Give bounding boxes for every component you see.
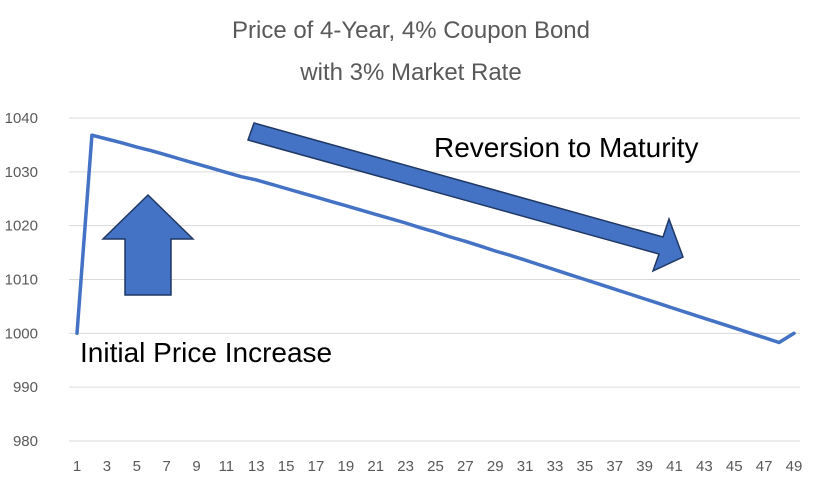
x-tick-label: 23 bbox=[397, 458, 414, 475]
x-tick-label: 43 bbox=[696, 458, 713, 475]
x-tick-label: 25 bbox=[427, 458, 444, 475]
grid-layer bbox=[69, 117, 800, 442]
x-tick-label: 17 bbox=[308, 458, 325, 475]
x-tick-label: 27 bbox=[457, 458, 474, 475]
x-tick-label: 37 bbox=[606, 458, 623, 475]
series-layer bbox=[75, 133, 796, 345]
series-line-0 bbox=[75, 133, 796, 345]
x-tick-label: 3 bbox=[103, 458, 111, 475]
x-tick-label: 31 bbox=[517, 458, 534, 475]
y-axis-ticks: 980 990 1000 1010 1020 1030 1040 bbox=[5, 110, 38, 450]
y-tick-label: 1000 bbox=[5, 325, 38, 342]
up-arrow-shape bbox=[101, 193, 195, 296]
x-tick-label: 19 bbox=[338, 458, 355, 475]
x-tick-label: 41 bbox=[666, 458, 683, 475]
x-tick-label: 35 bbox=[577, 458, 594, 475]
y-tick-label: 1020 bbox=[5, 218, 38, 235]
y-tick-label: 1030 bbox=[5, 164, 38, 181]
x-tick-label: 1 bbox=[73, 458, 81, 475]
chart-title-line-2: with 3% Market Rate bbox=[299, 59, 521, 86]
x-tick-label: 29 bbox=[487, 458, 504, 475]
x-tick-label: 47 bbox=[756, 458, 773, 475]
x-tick-label: 11 bbox=[219, 458, 235, 475]
x-tick-label: 21 bbox=[367, 458, 384, 475]
x-tick-label: 33 bbox=[547, 458, 564, 475]
y-tick-label: 980 bbox=[13, 433, 38, 450]
y-tick-label: 1010 bbox=[5, 272, 38, 289]
x-axis-ticks: 1 3 5 7 9 11 13 15 17 19 21 23 25 27 29 31 33 35 37 39 41 43 4… bbox=[73, 458, 803, 475]
annotation-reversion-to-maturity: Reversion to Maturity bbox=[434, 132, 699, 163]
x-tick-label: 45 bbox=[726, 458, 743, 475]
annotation-initial-price-increase: Initial Price Increase bbox=[80, 337, 332, 368]
x-tick-label: 49 bbox=[786, 458, 803, 475]
x-tick-label: 7 bbox=[162, 458, 170, 475]
x-tick-label: 15 bbox=[278, 458, 295, 475]
x-tick-label: 5 bbox=[133, 458, 141, 475]
arrow-layer bbox=[101, 122, 684, 296]
y-tick-label: 990 bbox=[13, 379, 38, 396]
x-tick-label: 39 bbox=[636, 458, 653, 475]
chart-title-line-1: Price of 4-Year, 4% Coupon Bond bbox=[232, 17, 590, 44]
down-right-arrow-shape bbox=[247, 122, 684, 273]
x-tick-label: 9 bbox=[192, 458, 200, 475]
y-tick-label: 1040 bbox=[5, 110, 38, 127]
x-tick-label: 13 bbox=[248, 458, 265, 475]
